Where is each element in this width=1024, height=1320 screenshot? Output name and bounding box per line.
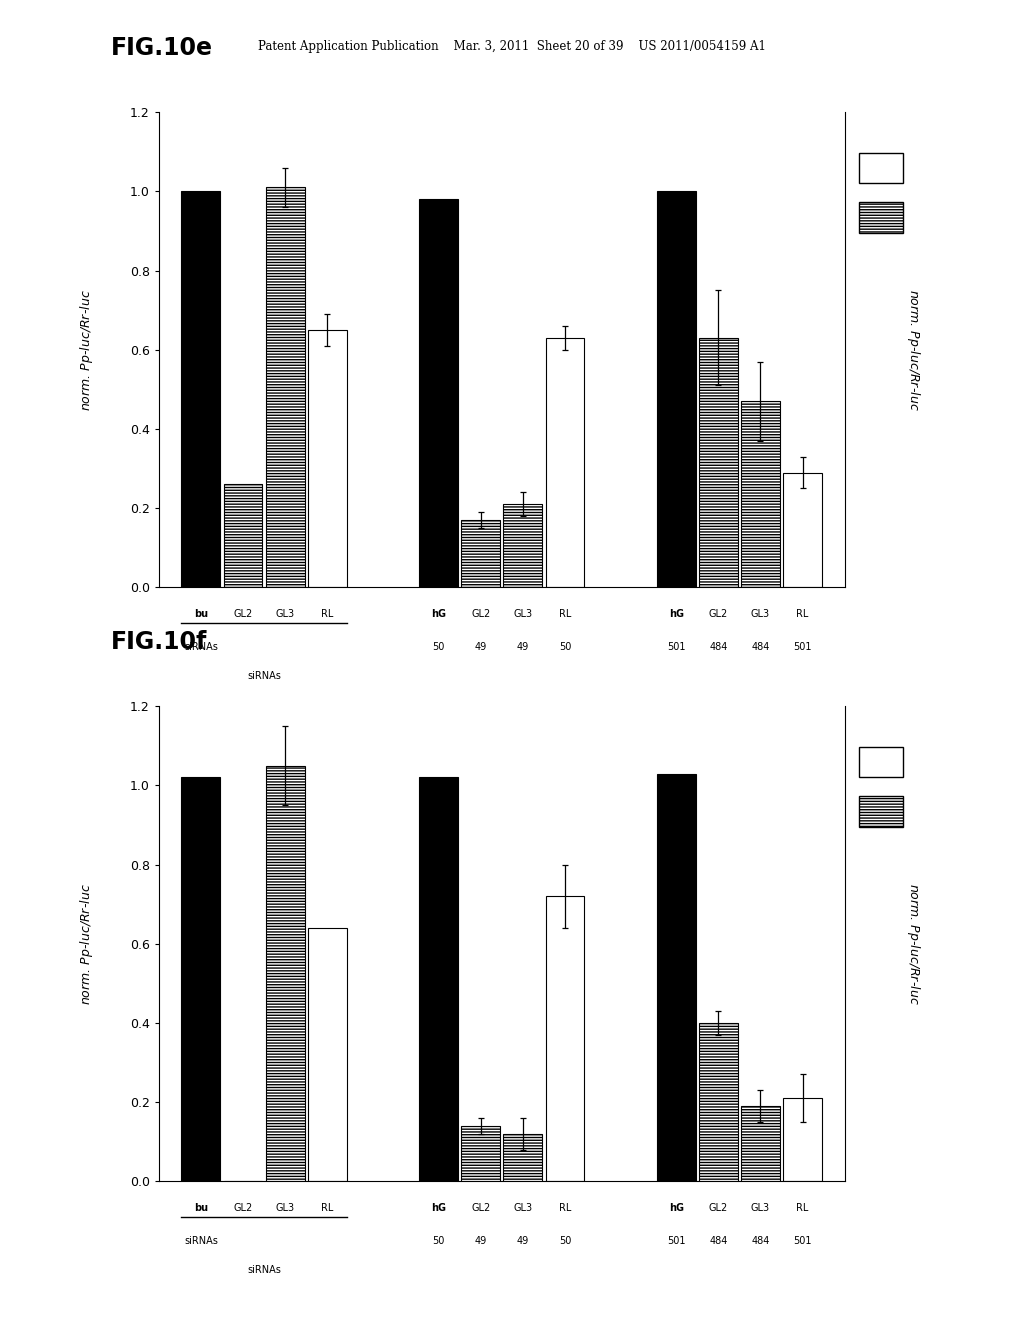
Text: GL3: GL3 xyxy=(275,609,295,619)
Text: FIG.10e: FIG.10e xyxy=(111,36,213,61)
Bar xyxy=(858,202,903,234)
Bar xyxy=(419,777,458,1181)
Text: GL3: GL3 xyxy=(513,1203,532,1213)
Text: RL: RL xyxy=(559,609,571,619)
Text: 501: 501 xyxy=(667,642,685,652)
Bar xyxy=(741,401,780,587)
Text: hG: hG xyxy=(431,1203,446,1213)
Text: 50: 50 xyxy=(559,642,571,652)
Bar xyxy=(461,1126,500,1181)
Text: GL2: GL2 xyxy=(471,609,490,619)
Bar xyxy=(656,774,695,1181)
Bar xyxy=(699,338,737,587)
Text: GL2: GL2 xyxy=(233,609,253,619)
Text: 501: 501 xyxy=(794,642,812,652)
Text: norm. $Pp$-luc/$Rr$-luc: norm. $Pp$-luc/$Rr$-luc xyxy=(905,289,922,411)
Bar xyxy=(419,199,458,587)
Text: hG: hG xyxy=(669,1203,684,1213)
Bar xyxy=(858,153,903,183)
Text: siRNAs: siRNAs xyxy=(247,671,281,681)
Text: RL: RL xyxy=(559,1203,571,1213)
Bar xyxy=(181,777,220,1181)
Bar xyxy=(783,473,822,587)
Text: hG: hG xyxy=(669,609,684,619)
Bar xyxy=(546,338,585,587)
Bar xyxy=(504,1134,543,1181)
Bar xyxy=(308,330,347,587)
Text: RL: RL xyxy=(322,609,334,619)
Text: 50: 50 xyxy=(432,642,444,652)
Bar xyxy=(266,187,304,587)
Text: Patent Application Publication    Mar. 3, 2011  Sheet 20 of 39    US 2011/005415: Patent Application Publication Mar. 3, 2… xyxy=(258,40,766,53)
Bar xyxy=(699,1023,737,1181)
Text: GL3: GL3 xyxy=(751,609,770,619)
Text: 49: 49 xyxy=(517,642,529,652)
Bar xyxy=(858,747,903,777)
Text: norm. $Pp$-luc/$Rr$-luc: norm. $Pp$-luc/$Rr$-luc xyxy=(78,883,95,1005)
Bar xyxy=(223,484,262,587)
Text: FIG.10f: FIG.10f xyxy=(111,630,207,655)
Text: hG: hG xyxy=(431,609,446,619)
Text: GL2: GL2 xyxy=(709,609,728,619)
Text: siRNAs: siRNAs xyxy=(184,642,218,652)
Text: 50: 50 xyxy=(559,1236,571,1246)
Text: RL: RL xyxy=(797,1203,809,1213)
Bar xyxy=(461,520,500,587)
Text: 49: 49 xyxy=(517,1236,529,1246)
Bar xyxy=(656,191,695,587)
Text: 484: 484 xyxy=(752,642,770,652)
Text: norm. $Pp$-luc/$Rr$-luc: norm. $Pp$-luc/$Rr$-luc xyxy=(905,883,922,1005)
Text: GL3: GL3 xyxy=(513,609,532,619)
Text: siRNAs: siRNAs xyxy=(247,1265,281,1275)
Text: 484: 484 xyxy=(752,1236,770,1246)
Bar xyxy=(741,1106,780,1181)
Text: 501: 501 xyxy=(667,1236,685,1246)
Text: bu: bu xyxy=(194,609,208,619)
Bar xyxy=(783,1098,822,1181)
Text: 49: 49 xyxy=(474,1236,486,1246)
Text: 484: 484 xyxy=(710,642,727,652)
Text: siRNAs: siRNAs xyxy=(184,1236,218,1246)
Text: 49: 49 xyxy=(474,642,486,652)
Bar xyxy=(181,191,220,587)
Bar xyxy=(308,928,347,1181)
Text: RL: RL xyxy=(797,609,809,619)
Text: GL2: GL2 xyxy=(233,1203,253,1213)
Bar xyxy=(266,766,304,1181)
Text: norm. $Pp$-luc/$Rr$-luc: norm. $Pp$-luc/$Rr$-luc xyxy=(78,289,95,411)
Text: 501: 501 xyxy=(794,1236,812,1246)
Text: 50: 50 xyxy=(432,1236,444,1246)
Text: bu: bu xyxy=(194,1203,208,1213)
Text: GL2: GL2 xyxy=(471,1203,490,1213)
Text: RL: RL xyxy=(322,1203,334,1213)
Text: 484: 484 xyxy=(710,1236,727,1246)
Bar xyxy=(858,796,903,828)
Text: GL3: GL3 xyxy=(751,1203,770,1213)
Text: GL2: GL2 xyxy=(709,1203,728,1213)
Text: GL3: GL3 xyxy=(275,1203,295,1213)
Bar xyxy=(546,896,585,1181)
Bar xyxy=(504,504,543,587)
